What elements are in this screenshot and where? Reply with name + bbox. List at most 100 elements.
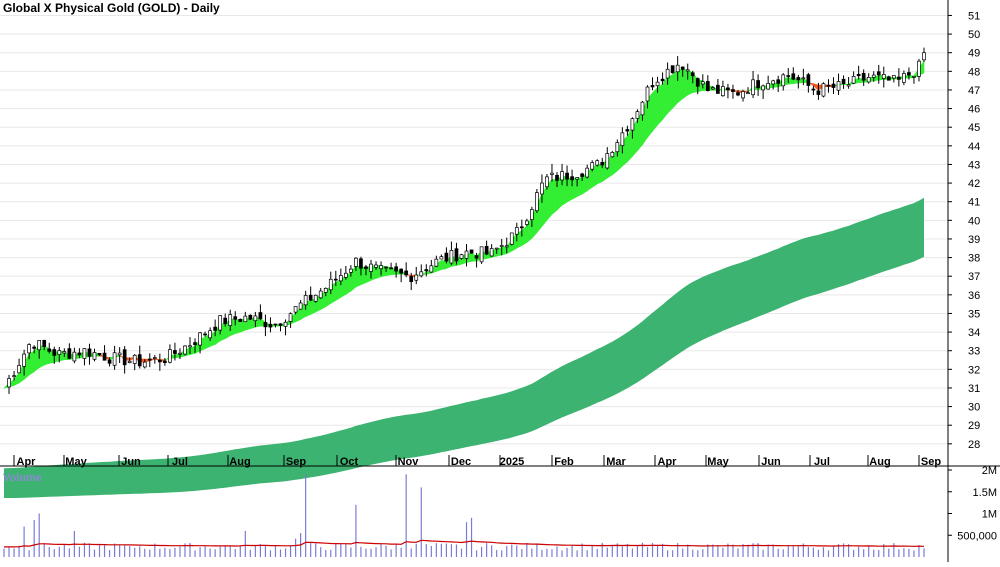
candle-body bbox=[726, 87, 730, 91]
candle-body bbox=[102, 352, 107, 361]
candle-body bbox=[509, 232, 514, 245]
price-tick-label: 32 bbox=[968, 364, 980, 376]
candle-body bbox=[429, 265, 434, 273]
candle-body bbox=[741, 91, 745, 99]
candle-body bbox=[223, 317, 228, 325]
candle-body bbox=[399, 268, 404, 274]
candle-body bbox=[298, 302, 303, 310]
price-tick-label: 35 bbox=[968, 308, 980, 320]
candle-body bbox=[203, 333, 207, 336]
candle-body bbox=[283, 321, 288, 327]
short-term-band-segment bbox=[28, 350, 35, 376]
candle-body bbox=[555, 174, 559, 181]
grid-lines bbox=[0, 14, 948, 445]
candle-body bbox=[142, 361, 147, 368]
price-tick-label: 46 bbox=[968, 104, 980, 116]
candle-body bbox=[625, 129, 630, 132]
time-tick-label: Sep bbox=[921, 456, 941, 468]
time-tick-label: Jun bbox=[121, 456, 141, 468]
candle-body bbox=[519, 226, 524, 229]
candle-body bbox=[62, 351, 67, 354]
price-tick-label: 41 bbox=[968, 197, 980, 209]
candle-body bbox=[791, 73, 796, 80]
candle-body bbox=[193, 342, 197, 346]
candle-body bbox=[524, 220, 529, 225]
candle-body bbox=[77, 352, 82, 356]
candle-body bbox=[313, 294, 318, 302]
candle-body bbox=[474, 255, 479, 259]
candle-body bbox=[228, 314, 233, 326]
candle-body bbox=[384, 266, 388, 269]
candle-body bbox=[585, 167, 590, 178]
time-tick-label: Nov bbox=[398, 456, 420, 468]
candle-body bbox=[394, 266, 398, 272]
candle-body bbox=[570, 176, 574, 181]
price-tick-label: 33 bbox=[968, 346, 980, 358]
short-term-band-segment bbox=[13, 371, 20, 386]
volume-tick-label: 2M bbox=[982, 465, 997, 477]
short-term-band-segment bbox=[672, 69, 678, 109]
price-tick-label: 36 bbox=[968, 290, 980, 302]
candle-body bbox=[263, 322, 268, 328]
time-tick-label: Jul bbox=[814, 456, 830, 468]
short-term-band-segment bbox=[501, 246, 508, 256]
volume-tick-label: 1M bbox=[982, 509, 997, 521]
candle-body bbox=[680, 66, 685, 70]
short-term-band-segment bbox=[657, 83, 663, 126]
short-term-band-segment bbox=[360, 266, 367, 286]
candle-body bbox=[917, 60, 921, 77]
time-tick-label: Apr bbox=[17, 456, 37, 468]
candle-body bbox=[806, 74, 811, 86]
candle-body bbox=[303, 295, 308, 306]
candle-body bbox=[82, 348, 87, 359]
candle-body bbox=[535, 192, 539, 212]
candle-body bbox=[349, 268, 353, 273]
candle-body bbox=[721, 86, 725, 97]
price-tick-label: 28 bbox=[968, 439, 980, 451]
volume-panel: 500,000 1M 1.5M 2M bbox=[3, 465, 997, 562]
candle-body bbox=[731, 89, 735, 92]
candle-body bbox=[776, 79, 781, 84]
price-axis: 28 29 30 31 32 33 34 35 36 37 38 39 40 41 42 43 44 45 46 47… bbox=[947, 0, 980, 466]
candle-body bbox=[163, 360, 167, 364]
candle-body bbox=[514, 227, 519, 235]
price-tick-label: 39 bbox=[968, 234, 980, 246]
candle-body bbox=[530, 209, 534, 220]
candle-body bbox=[178, 352, 182, 355]
long-term-band-area bbox=[4, 197, 924, 498]
candle-body bbox=[484, 245, 489, 255]
candle-body bbox=[32, 346, 37, 349]
candle-body bbox=[409, 276, 414, 283]
candle-body bbox=[459, 254, 464, 259]
candle-body bbox=[238, 318, 243, 322]
candle-body bbox=[590, 162, 595, 170]
candle-body bbox=[318, 290, 323, 299]
price-tick-label: 40 bbox=[968, 215, 980, 227]
price-tick-label: 37 bbox=[968, 271, 980, 283]
candle-body bbox=[112, 352, 117, 366]
candle-body bbox=[640, 101, 645, 116]
candle-body bbox=[439, 256, 444, 260]
candle-body bbox=[685, 69, 690, 72]
candle-body bbox=[705, 81, 710, 91]
time-axis: Apr May Jun Jul Aug Sep Oct Nov Dec 2025 Feb Mar Apr… bbox=[0, 455, 1000, 468]
candle-body bbox=[258, 312, 263, 320]
candle-body bbox=[213, 326, 217, 331]
volume-average-line bbox=[4, 539, 925, 548]
short-term-band-segment bbox=[667, 74, 673, 114]
price-tick-label: 50 bbox=[968, 29, 980, 41]
short-term-band-segment bbox=[627, 126, 633, 163]
candle-body bbox=[253, 315, 258, 322]
candle-body bbox=[871, 74, 876, 78]
candle-body bbox=[897, 76, 901, 80]
candle-body bbox=[364, 266, 368, 269]
candle-body bbox=[826, 84, 831, 87]
candle-body bbox=[700, 81, 705, 85]
candle-body bbox=[369, 263, 373, 272]
candle-body bbox=[268, 323, 273, 328]
candle-body bbox=[464, 250, 469, 259]
time-tick-label: Mar bbox=[606, 456, 626, 468]
candle-body bbox=[293, 306, 298, 313]
candle-body bbox=[650, 85, 655, 88]
candle-body bbox=[278, 323, 283, 326]
